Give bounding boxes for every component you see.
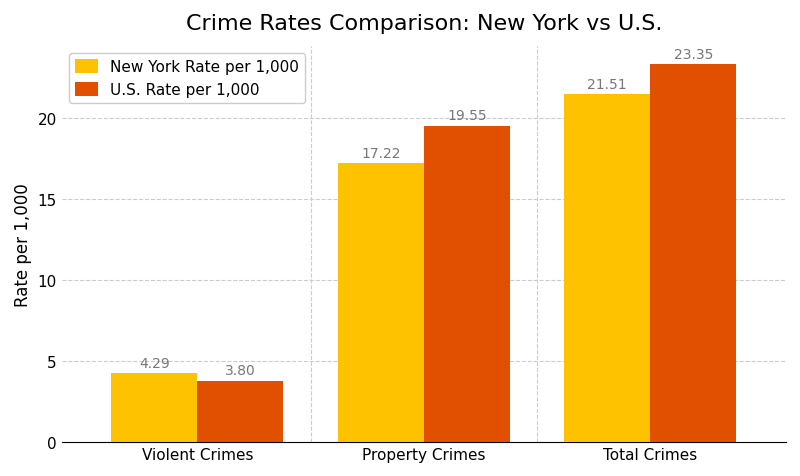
Text: 23.35: 23.35 xyxy=(674,48,713,62)
Bar xyxy=(338,164,424,442)
Y-axis label: Rate per 1,000: Rate per 1,000 xyxy=(14,183,32,306)
Title: Crime Rates Comparison: New York vs U.S.: Crime Rates Comparison: New York vs U.S. xyxy=(186,14,662,34)
Text: 21.51: 21.51 xyxy=(587,78,627,91)
Text: 3.80: 3.80 xyxy=(225,364,256,377)
Text: 4.29: 4.29 xyxy=(139,356,170,370)
Bar xyxy=(424,127,510,442)
Bar xyxy=(650,65,736,442)
Legend: New York Rate per 1,000, U.S. Rate per 1,000: New York Rate per 1,000, U.S. Rate per 1… xyxy=(69,54,306,104)
Text: 19.55: 19.55 xyxy=(447,109,486,123)
Text: 17.22: 17.22 xyxy=(361,147,401,161)
Bar xyxy=(198,381,283,442)
Bar xyxy=(564,95,650,442)
Bar xyxy=(111,373,198,442)
